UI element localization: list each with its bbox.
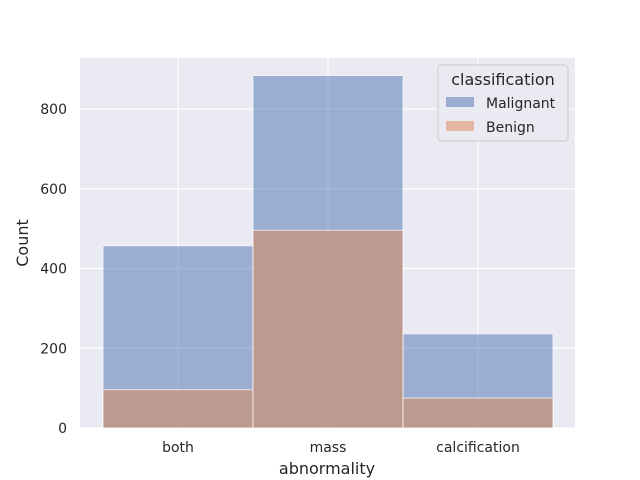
bar-benign-mass	[252, 229, 404, 429]
x-tick-label-calcification: calcification	[436, 440, 520, 456]
bars	[102, 75, 554, 429]
y-tick-labels: 0 200 400 600 800	[40, 102, 67, 437]
y-tick-label-600: 600	[40, 182, 67, 198]
y-tick-label-400: 400	[40, 262, 67, 278]
y-tick-label-0: 0	[58, 421, 67, 437]
legend-swatch-benign	[446, 121, 474, 131]
legend: classification Malignant Benign	[437, 64, 569, 142]
y-axis-label: Count	[13, 219, 32, 267]
legend-swatch-malignant	[446, 97, 474, 107]
x-tick-label-mass: mass	[310, 440, 347, 456]
legend-title: classification	[451, 70, 555, 89]
x-axis-label: abnormality	[279, 459, 375, 478]
x-tick-label-both: both	[162, 440, 194, 456]
legend-label-benign: Benign	[486, 120, 535, 136]
x-tick-labels: both mass calcification	[162, 440, 520, 456]
legend-label-malignant: Malignant	[486, 96, 556, 112]
y-tick-label-800: 800	[40, 102, 67, 118]
y-tick-label-200: 200	[40, 341, 67, 357]
bar-benign-both	[102, 389, 254, 429]
bar-benign-calcification	[402, 397, 554, 429]
